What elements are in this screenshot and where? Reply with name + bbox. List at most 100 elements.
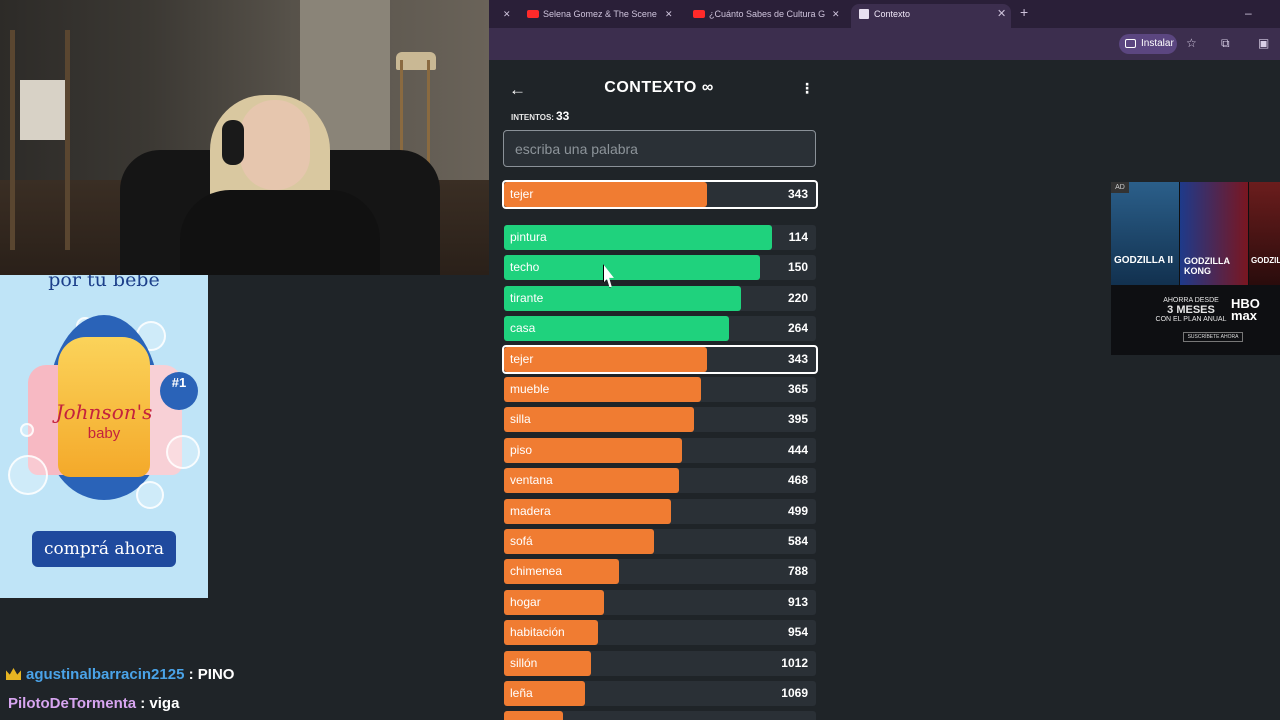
guess-bar	[504, 650, 592, 676]
tab-youtube-1[interactable]: Selena Gomez & The Scene - L	[527, 4, 657, 28]
ad-cta-button[interactable]: comprá ahora	[32, 531, 176, 567]
guess-row: chimenea 788	[504, 559, 816, 585]
chat-text: PINO	[197, 666, 235, 683]
promo-big: 3 MESES	[1167, 304, 1215, 316]
ad-headline: por tu bebé	[48, 275, 160, 291]
guess-word: tejer	[510, 187, 534, 201]
word-input[interactable]	[503, 130, 816, 167]
bookmark-star-icon[interactable]: ☆	[1186, 36, 1197, 50]
number-one-badge: #1	[160, 372, 198, 410]
chat-username: agustinalbarracin2125	[26, 666, 185, 683]
guess-score: 114	[788, 230, 808, 244]
bubble-icon	[136, 481, 164, 509]
poster-title: GODZILLA	[1251, 256, 1280, 265]
guess-bar	[504, 620, 598, 646]
tab-youtube-2[interactable]: ¿Cuánto Sabes de Cultura Gene	[693, 4, 825, 28]
guess-row: pintura 114	[504, 225, 816, 250]
tab-label: ¿Cuánto Sabes de Cultura Gene	[709, 9, 825, 19]
guess-score: 954	[787, 625, 808, 640]
guess-bar	[504, 437, 682, 463]
guess-score: 468	[787, 473, 808, 488]
tab-close-icon[interactable]: ✕	[503, 9, 511, 19]
guess-word: pintura	[510, 230, 547, 244]
headphones	[222, 120, 244, 165]
guess-word: piso	[510, 442, 533, 457]
guess-bar	[504, 468, 679, 494]
guess-bar	[504, 255, 760, 281]
guess-bar	[504, 711, 564, 720]
guess-score: 1069	[781, 686, 808, 700]
guess-row: ventana 468	[504, 468, 816, 494]
guess-row: hogar 913	[504, 589, 816, 615]
subscribe-button[interactable]: SUSCRÍBETE AHORA	[1183, 332, 1243, 342]
guess-bar	[504, 407, 695, 433]
tab-label: Contexto	[874, 9, 911, 19]
guess-bar	[504, 559, 620, 585]
chat-overlay: agustinalbarracin2125 : PINO PilotoDeTor…	[0, 660, 489, 720]
guess-word: casa	[510, 321, 536, 336]
ad-tag: AD	[1111, 182, 1129, 193]
guess-word: chimenea	[510, 564, 563, 579]
crown-icon	[6, 668, 21, 680]
extensions-icon[interactable]: ⧉	[1221, 36, 1230, 50]
guess-word: hogar	[510, 594, 541, 609]
ad-brand-sub: baby	[87, 425, 121, 442]
guess-bar	[504, 529, 654, 554]
streamer-face	[240, 100, 310, 190]
attempts-value: 33	[555, 109, 570, 123]
guess-score: 499	[787, 503, 808, 518]
attempts-label: INTENTOS:	[511, 113, 554, 122]
install-app-button[interactable]: Instalar	[1119, 34, 1177, 54]
browser-window: ✕ Selena Gomez & The Scene - L ✕ ¿Cuánto…	[489, 0, 1280, 720]
side-panel-icon[interactable]: ▣	[1258, 36, 1270, 50]
poster-title: GODZILLA KONG	[1184, 256, 1230, 276]
last-guess-bar	[504, 182, 707, 207]
guess-word: mueble	[510, 382, 550, 396]
browser-toolbar: Instalar ☆ ⧉ ▣	[489, 28, 1280, 60]
tab-label: Selena Gomez & The Scene - L	[543, 9, 657, 19]
guess-row: habitación 954	[504, 620, 816, 646]
chat-separator: :	[184, 666, 198, 683]
hbo-max-logo: HBO max	[1231, 296, 1260, 323]
tripod	[400, 60, 430, 210]
promo-top: AHORRA DESDE	[1163, 297, 1219, 304]
tab-contexto[interactable]: Contexto ✕	[851, 4, 1011, 28]
guess-row: mueble 365	[504, 377, 816, 402]
more-menu-icon[interactable]: ⋮	[800, 80, 814, 96]
install-monitor-icon	[1125, 39, 1136, 48]
guess-word: madera	[510, 503, 551, 518]
guess-word: sofá	[510, 534, 533, 548]
guess-score: 343	[787, 351, 808, 366]
bubble-icon	[8, 455, 48, 495]
guess-score: 343	[787, 187, 808, 201]
tab-close-icon[interactable]: ✕	[832, 9, 840, 19]
chat-username: PilotoDeTormenta	[8, 695, 137, 712]
attempts-counter: INTENTOS: 33	[511, 109, 569, 123]
guess-score: 788	[787, 564, 808, 579]
game-title: CONTEXTO ∞	[604, 79, 714, 96]
hbo-max-ad[interactable]: GODZILLA II GODZILLA KONG GODZILLA AD AH…	[1111, 182, 1280, 355]
ad-brand: Johnson's	[55, 400, 153, 424]
back-arrow-icon[interactable]: ←	[509, 80, 526, 99]
last-guess-row: tejer 343	[502, 180, 818, 209]
guess-row: madera 499	[504, 498, 816, 524]
guess-score: 264	[787, 321, 808, 336]
painting-canvas	[20, 80, 65, 140]
johnsons-ad[interactable]: por tu bebé Johnson's baby #1 comprá aho…	[0, 275, 208, 598]
minimize-icon[interactable]: –	[1245, 6, 1252, 20]
godzilla-poster-1: GODZILLA II	[1111, 182, 1179, 285]
contexto-game: ← CONTEXTO ∞ ⋮ INTENTOS:33 tejer 343 pin…	[489, 60, 829, 720]
guess-word: tejer	[510, 351, 534, 366]
youtube-icon	[693, 10, 705, 18]
guess-row: techo 150	[504, 255, 816, 281]
page-icon	[859, 9, 869, 19]
guess-score: 913	[787, 594, 808, 609]
tab-close-icon[interactable]: ✕	[665, 9, 673, 19]
tab-close-icon[interactable]: ✕	[997, 8, 1007, 20]
poster-title: GODZILLA II	[1114, 255, 1174, 266]
guess-row: tirante 220	[504, 285, 816, 311]
new-tab-plus-icon[interactable]: +	[1020, 4, 1029, 20]
guess-bar	[504, 285, 742, 311]
chat-separator: :	[136, 695, 150, 712]
